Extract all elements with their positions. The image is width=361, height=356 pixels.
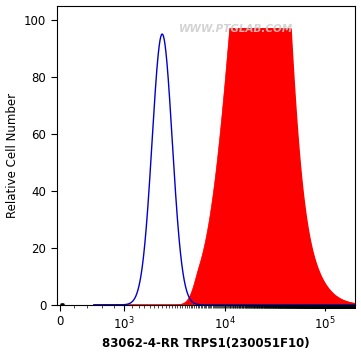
X-axis label: 83062-4-RR TRPS1(230051F10): 83062-4-RR TRPS1(230051F10) [102, 337, 310, 350]
Text: WWW.PTGLAB.COM: WWW.PTGLAB.COM [179, 23, 293, 33]
Y-axis label: Relative Cell Number: Relative Cell Number [5, 93, 18, 218]
